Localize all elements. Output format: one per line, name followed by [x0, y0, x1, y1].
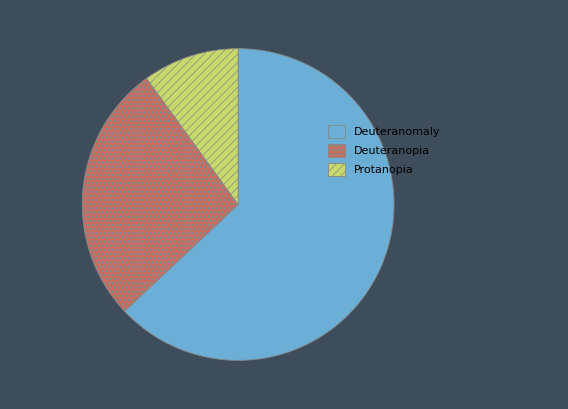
Legend: Deuteranomaly, Deuteranopia, Protanopia: Deuteranomaly, Deuteranopia, Protanopia	[325, 121, 444, 180]
Wedge shape	[147, 49, 238, 204]
Wedge shape	[82, 79, 238, 311]
Wedge shape	[124, 49, 394, 360]
